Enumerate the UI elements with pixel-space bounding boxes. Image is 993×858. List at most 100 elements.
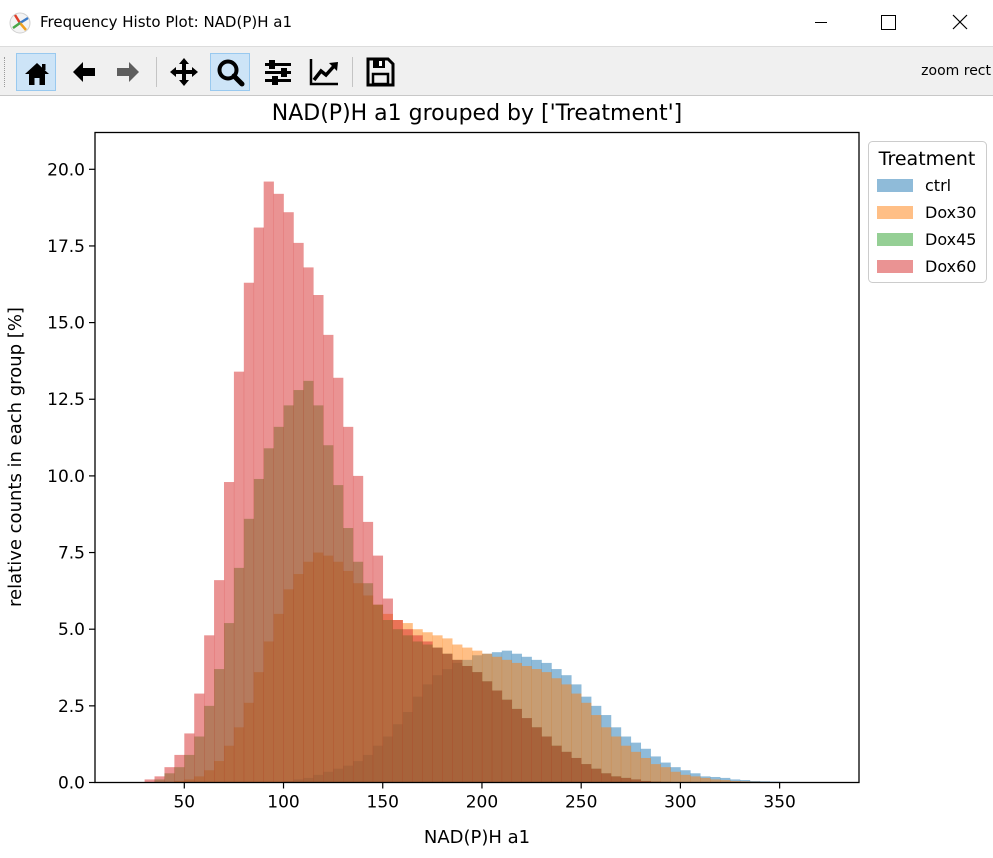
histogram-bar (611, 737, 621, 783)
histogram-bar (164, 767, 174, 782)
maximize-button[interactable] (864, 0, 910, 46)
x-tick-label: 200 (466, 793, 498, 813)
histogram-bar (413, 635, 423, 782)
histogram-bar (254, 228, 264, 783)
histogram-bar (432, 648, 442, 783)
histogram-bar (551, 746, 561, 783)
histogram-bars (145, 182, 830, 783)
maximize-icon (864, 0, 910, 46)
forward-button[interactable] (108, 53, 148, 91)
histogram-bar (502, 700, 512, 783)
legend-label: Dox45 (925, 230, 976, 249)
x-tick-label: 350 (763, 793, 795, 813)
histogram-bar (393, 620, 403, 783)
histogram-bar (353, 476, 363, 783)
histogram-bar (403, 629, 413, 782)
save-button[interactable] (360, 53, 400, 91)
histogram-bar (383, 599, 393, 783)
histogram-bar (670, 772, 680, 783)
legend-label: ctrl (925, 176, 951, 195)
x-tick-label: 250 (565, 793, 597, 813)
histogram-bar (363, 522, 373, 783)
histogram-bar (462, 666, 472, 783)
home-button[interactable] (16, 53, 56, 91)
home-icon (20, 56, 54, 90)
legend[interactable]: Treatment ctrl Dox30 Dox45 Dox60 (869, 142, 987, 283)
histogram-bar (284, 212, 294, 782)
y-tick-label: 0.0 (58, 774, 85, 794)
x-tick-label: 150 (367, 793, 399, 813)
y-tick-label: 7.5 (58, 544, 85, 564)
subplots-button[interactable] (258, 53, 298, 91)
chart-title: NAD(P)H a1 grouped by ['Treatment'] (272, 101, 682, 126)
histogram-bar (313, 295, 323, 783)
histogram-bar (591, 769, 601, 783)
floppy-disk-icon (363, 55, 397, 89)
navigation-toolbar: zoom rect (0, 46, 993, 96)
y-axis-label: relative counts in each group [%] (5, 307, 26, 607)
histogram-bar (601, 773, 611, 782)
toolbar-grip[interactable] (4, 57, 8, 87)
histogram-bar (541, 737, 551, 783)
histogram-bar (482, 681, 492, 782)
histogram-bar (194, 694, 204, 783)
histogram-bar (333, 378, 343, 783)
histogram-bar (512, 709, 522, 783)
histogram-bar (303, 267, 313, 782)
legend-swatch (877, 260, 913, 273)
zoom-button[interactable] (210, 53, 250, 91)
minimize-button[interactable] (798, 0, 844, 46)
title-bar: Frequency Histo Plot: NAD(P)H a1 (0, 0, 993, 46)
pan-button[interactable] (164, 53, 204, 91)
histogram-bar (184, 733, 194, 782)
y-tick-label: 17.5 (47, 237, 85, 257)
window-title: Frequency Histo Plot: NAD(P)H a1 (40, 13, 292, 31)
series-dox60 (145, 182, 681, 783)
back-button[interactable] (64, 53, 104, 91)
histogram-bar (274, 194, 284, 783)
histogram-bar (422, 641, 432, 782)
histogram-bar (621, 746, 631, 783)
y-tick-label: 12.5 (47, 390, 85, 410)
histogram-bar (690, 776, 700, 782)
histogram-bar (571, 758, 581, 783)
y-tick-label: 2.5 (58, 697, 85, 717)
toolbar-separator (352, 57, 353, 87)
histogram-bar (373, 556, 383, 783)
histogram-bar (641, 758, 651, 783)
x-axis-ticks: 50 100 150 200 250 300 350 (173, 783, 795, 813)
histogram-bar (651, 764, 661, 782)
legend-label: Dox60 (925, 257, 976, 276)
histogram-bar (224, 482, 234, 782)
axes-button[interactable] (304, 53, 344, 91)
legend-label: Dox30 (925, 203, 976, 222)
histogram-bar (264, 182, 274, 783)
histogram-bar (293, 243, 303, 783)
histogram-bar (680, 775, 690, 783)
magnifier-icon (214, 56, 248, 90)
histogram-bar (561, 752, 571, 783)
x-tick-label: 300 (664, 793, 696, 813)
histogram-bar (323, 335, 333, 783)
x-axis-label: NAD(P)H a1 (424, 827, 530, 848)
move-icon (167, 55, 201, 89)
histogram-bar (214, 580, 224, 782)
y-tick-label: 20.0 (47, 160, 85, 180)
x-tick-label: 50 (173, 793, 195, 813)
x-tick-label: 100 (267, 793, 299, 813)
histogram-bar (581, 764, 591, 782)
histogram-bar (343, 427, 353, 783)
legend-swatch (877, 206, 913, 219)
close-button[interactable] (937, 0, 983, 46)
y-tick-label: 10.0 (47, 467, 85, 487)
legend-swatch (877, 179, 913, 192)
legend-title: Treatment (878, 148, 976, 170)
histogram-bar (661, 767, 671, 782)
histogram-bar (244, 283, 254, 783)
minimize-icon (798, 0, 844, 46)
y-tick-label: 15.0 (47, 314, 85, 334)
histogram-bar (452, 660, 462, 783)
histogram-bar (204, 635, 214, 782)
